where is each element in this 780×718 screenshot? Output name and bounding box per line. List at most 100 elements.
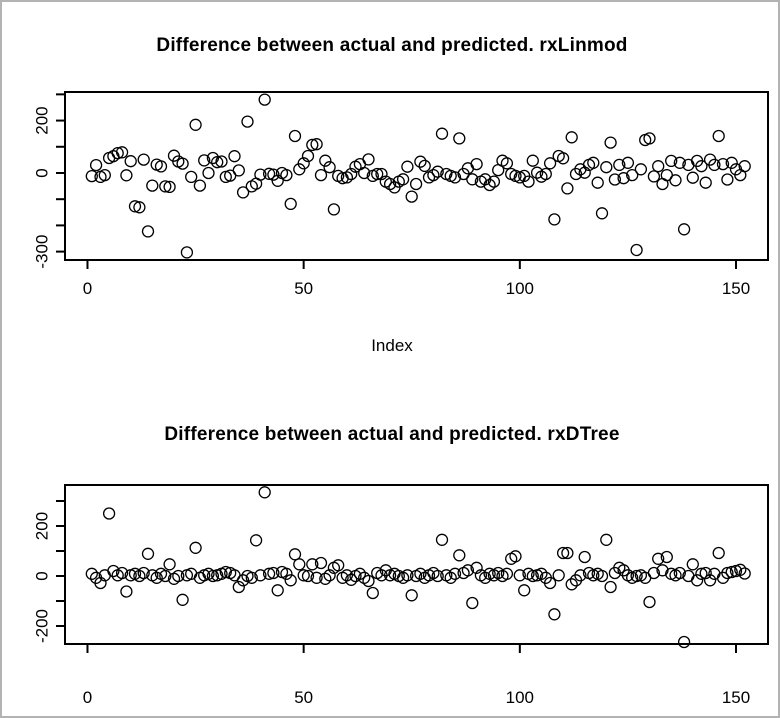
data-point — [734, 563, 747, 576]
data-point — [643, 132, 656, 145]
data-point — [479, 571, 492, 584]
data-point — [159, 569, 172, 583]
y-tick-label: -200 — [32, 609, 51, 643]
data-point — [513, 569, 526, 582]
data-point — [712, 546, 725, 560]
data-point — [358, 166, 371, 180]
data-point — [435, 127, 449, 140]
data-point — [141, 547, 155, 560]
data-point — [712, 129, 725, 143]
data-point — [310, 571, 323, 584]
data-point — [703, 574, 717, 587]
data-point — [206, 569, 220, 583]
data-point — [137, 153, 150, 166]
data-point — [198, 154, 211, 167]
data-point — [306, 138, 319, 152]
data-point — [396, 173, 410, 186]
data-point — [470, 157, 483, 171]
data-point — [193, 179, 207, 192]
data-point — [548, 608, 561, 621]
data-point — [258, 486, 271, 499]
data-point — [301, 569, 315, 583]
data-point — [254, 168, 267, 181]
data-point — [133, 201, 146, 214]
y-tick-label: 0 — [32, 571, 51, 580]
data-point — [431, 569, 444, 583]
data-point — [323, 569, 336, 582]
data-point — [677, 635, 691, 649]
data-point — [561, 546, 574, 560]
data-point — [288, 129, 302, 143]
y-tick-label: -300 — [32, 235, 51, 269]
data-point — [574, 569, 587, 582]
data-point — [319, 154, 332, 167]
data-point — [189, 541, 202, 554]
data-point — [401, 160, 414, 173]
plot-rxlinmod-box — [64, 91, 769, 261]
data-point — [466, 596, 479, 610]
data-point — [159, 180, 172, 193]
data-point — [154, 160, 168, 173]
data-point — [470, 561, 483, 574]
data-point — [621, 156, 635, 169]
data-point — [535, 567, 548, 580]
data-point — [236, 574, 250, 587]
data-point — [431, 165, 444, 178]
data-point — [176, 157, 189, 170]
data-point — [509, 550, 522, 563]
data-point — [725, 565, 738, 579]
data-point — [284, 574, 297, 587]
data-point — [600, 161, 613, 174]
data-point — [254, 569, 267, 582]
data-point — [89, 158, 103, 172]
data-point — [323, 161, 336, 174]
data-point — [444, 571, 457, 584]
x-tick-label: 100 — [506, 279, 534, 298]
data-point — [332, 559, 345, 572]
data-point — [94, 576, 107, 590]
plot-rxlinmod-points — [85, 93, 751, 259]
data-point — [643, 595, 656, 609]
data-point — [530, 166, 544, 179]
data-point — [115, 146, 129, 159]
data-point — [150, 571, 163, 584]
data-point — [258, 93, 271, 106]
data-point — [414, 155, 427, 168]
plot-rxlinmod: 0 50 100 150 200 0 -300 — [32, 91, 769, 298]
data-point — [578, 550, 591, 564]
data-point — [345, 573, 358, 586]
data-point — [293, 558, 306, 571]
data-point — [163, 180, 176, 194]
data-point — [371, 167, 384, 181]
plot-rxdtree-y-axis: 200 0 -200 — [32, 500, 64, 643]
plot-rxdtree-box — [64, 484, 769, 645]
data-point — [565, 578, 578, 591]
data-point — [587, 156, 600, 169]
data-point — [665, 154, 678, 168]
plot-rxlinmod-x-axis: 0 50 100 150 — [83, 261, 750, 298]
data-point — [172, 569, 185, 583]
data-point — [526, 154, 539, 167]
data-point — [487, 175, 501, 188]
data-point — [319, 572, 332, 585]
data-point — [314, 556, 328, 570]
data-point — [669, 174, 682, 187]
data-point — [448, 171, 462, 184]
plot-rxlinmod-title: Difference between actual and predicted.… — [156, 35, 628, 56]
data-point — [219, 565, 232, 579]
data-point — [189, 118, 202, 131]
data-point — [716, 157, 730, 171]
data-point — [634, 163, 648, 176]
data-point — [366, 586, 379, 600]
plot-rxdtree: 0 50 100 150 200 0 -200 — [32, 484, 769, 707]
x-tick-label: 50 — [294, 688, 313, 707]
data-point — [297, 157, 310, 170]
data-point — [284, 197, 297, 211]
data-point — [185, 170, 198, 184]
data-point — [310, 138, 323, 151]
data-point — [262, 167, 276, 180]
data-point — [228, 150, 241, 163]
data-point — [690, 574, 704, 587]
data-point — [107, 564, 120, 578]
